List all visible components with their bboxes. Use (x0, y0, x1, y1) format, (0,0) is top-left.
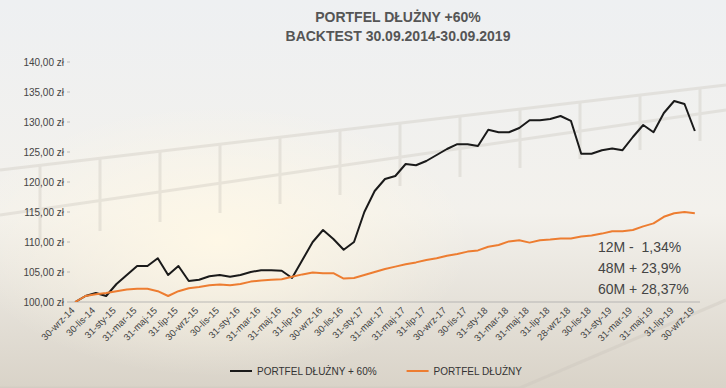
y-tick (67, 152, 70, 153)
post (219, 144, 222, 213)
deck (0, 300, 726, 388)
y-tick (67, 212, 70, 213)
series-line (75, 101, 695, 302)
legend-swatch (407, 370, 429, 372)
post (459, 116, 462, 177)
y-tick-label: 105,00 zł (23, 267, 64, 278)
chart: PORTFEL DŁUŻNY +60% BACKTEST 30.09.2014-3… (0, 0, 726, 388)
post (519, 109, 522, 168)
series-line (75, 212, 695, 302)
y-tick-label: 135,00 zł (23, 87, 64, 98)
y-tick (67, 92, 70, 93)
post (279, 137, 282, 204)
subtitle: BACKTEST 30.09.2014-30.09.2019 (286, 28, 511, 44)
post (99, 158, 102, 231)
post (339, 130, 342, 195)
y-tick-label: 110,00 zł (24, 237, 65, 248)
post (399, 123, 402, 186)
y-tick (67, 122, 70, 123)
legend-swatch (230, 370, 252, 372)
y-tick (67, 242, 70, 243)
y-tick (67, 272, 70, 273)
y-tick (67, 182, 70, 183)
annotation: 60M + 28,37% (598, 281, 689, 297)
rail (0, 110, 726, 215)
y-tick-label: 120,00 zł (23, 177, 64, 188)
decoration (0, 85, 726, 388)
annotation: 48M + 23,9% (598, 260, 681, 276)
x-axis (70, 302, 700, 303)
y-tick (67, 62, 70, 63)
legend-label: PORTFEL DŁUŻNY + 60% (257, 365, 377, 377)
x-tick-label: 30-wrz-19 (659, 305, 697, 343)
annotation: 12M - 1,34% (598, 239, 681, 255)
post (699, 88, 702, 141)
background-glow (0, 0, 726, 388)
y-tick-label: 130,00 zł (23, 117, 64, 128)
background (0, 0, 726, 388)
post (639, 95, 642, 150)
title: PORTFEL DŁUŻNY +60% (315, 9, 481, 25)
post (159, 151, 162, 222)
y-tick-label: 115,00 zł (24, 207, 65, 218)
rail (0, 85, 726, 170)
legend-label: PORTFEL DŁUŻNY (434, 365, 523, 377)
y-tick-label: 100,00 zł (23, 297, 64, 308)
plot-area (75, 101, 695, 302)
y-tick-label: 125,00 zł (23, 147, 64, 158)
y-tick-label: 140,00 zł (23, 57, 64, 68)
y-tick (67, 302, 70, 303)
